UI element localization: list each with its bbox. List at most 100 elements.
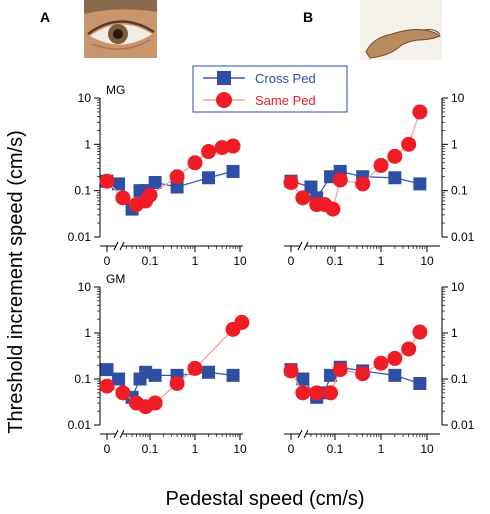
panel-4: 10 1 0.1 0.01 0 0.1 1 10: [283, 280, 475, 456]
cross-ped-point: [148, 368, 162, 382]
x-tick-label: 0: [104, 442, 111, 456]
cross-ped-point: [388, 171, 402, 185]
legend-cross-marker: [217, 71, 231, 85]
same-ped-point: [283, 175, 299, 191]
x-tick-label: 10: [233, 442, 247, 456]
same-ped-point: [412, 324, 428, 340]
cross-ped-point: [226, 368, 240, 382]
x-tick-label: 10: [420, 442, 434, 456]
panel-letter-b: B: [303, 9, 313, 25]
x-axis-break: [297, 429, 303, 439]
same-ped-point: [355, 366, 371, 382]
same-ped-point: [412, 104, 428, 120]
x-axis-break: [113, 241, 119, 251]
cross-ped-point: [413, 376, 427, 390]
x-axis-break: [297, 241, 303, 251]
same-ped-point: [187, 155, 203, 171]
same-ped-point: [169, 375, 185, 391]
panel-2: 10 1 0.1 0.01 0 0.1 1 10: [283, 91, 475, 268]
same-ped-point: [401, 341, 417, 357]
y-tick-label: 1: [451, 326, 458, 340]
same-ped-point: [214, 140, 230, 156]
same-ped-point: [401, 136, 417, 152]
x-tick-label: 10: [233, 254, 247, 268]
same-ped-point: [225, 138, 241, 154]
same-ped-point: [323, 385, 339, 401]
same-ped-point: [355, 176, 371, 192]
same-ped-point: [295, 190, 311, 206]
x-tick-label: 10: [420, 254, 434, 268]
x-tick-label: 1: [378, 254, 385, 268]
y-tick-label: 10: [78, 91, 92, 105]
same-ped-point: [147, 395, 163, 411]
panel-letter-a: A: [40, 9, 50, 25]
x-axis-title: Pedestal speed (cm/s): [166, 488, 365, 510]
x-tick-label: 1: [192, 254, 199, 268]
x-tick-label: 0: [288, 442, 295, 456]
cross-ped-point: [112, 177, 126, 191]
subject-label: GM: [106, 272, 125, 286]
y-tick-label: 0.1: [74, 184, 91, 198]
x-axis-break: [113, 429, 119, 439]
x-tick-label: 0: [288, 254, 295, 268]
x-tick-label: 0.1: [327, 254, 344, 268]
legend: Cross Ped Same Ped: [192, 65, 348, 113]
cross-ped-point: [296, 372, 310, 386]
legend-cross-label: Cross Ped: [255, 71, 316, 86]
same-ped-point: [325, 201, 341, 217]
x-tick-label: 1: [378, 442, 385, 456]
cross-ped-point: [202, 171, 216, 185]
x-tick-label: 1: [192, 442, 199, 456]
cross-ped-point: [413, 177, 427, 191]
same-ped-point: [142, 187, 158, 203]
y-tick-label: 0.1: [451, 184, 468, 198]
y-tick-label: 10: [451, 280, 465, 294]
legend-same-marker: [216, 92, 232, 108]
cross-ped-point: [304, 180, 318, 194]
cross-ped-point: [388, 368, 402, 382]
same-ped-point: [283, 363, 299, 379]
y-tick-label: 1: [451, 137, 458, 151]
same-ped-point: [234, 314, 250, 330]
same-ped-point: [99, 378, 115, 394]
y-tick-label: 0.01: [451, 418, 475, 432]
cross-ped-point: [226, 164, 240, 178]
hand-icon: [360, 0, 442, 60]
same-ped-point: [99, 173, 115, 189]
same-ped-point: [387, 350, 403, 366]
y-tick-label: 1: [84, 137, 91, 151]
cross-ped-point: [148, 176, 162, 190]
x-tick-label: 0.1: [142, 442, 159, 456]
x-axis-break: [119, 241, 125, 251]
cross-ped-point: [100, 363, 114, 377]
x-tick-label: 0.1: [327, 442, 344, 456]
y-tick-label: 0.01: [68, 230, 92, 244]
cross-ped-point: [170, 180, 184, 194]
legend-same-label: Same Ped: [255, 93, 316, 108]
y-tick-label: 0.1: [74, 372, 91, 386]
y-tick-label: 0.01: [68, 418, 92, 432]
same-ped-point: [295, 385, 311, 401]
y-tick-label: 10: [451, 91, 465, 105]
eye-icon: [84, 0, 157, 58]
y-tick-label: 0.1: [451, 372, 468, 386]
same-ped-point: [115, 190, 131, 206]
same-ped-point: [373, 355, 389, 371]
same-ped-point: [115, 385, 131, 401]
x-axis-break: [303, 241, 309, 251]
same-ped-point: [332, 362, 348, 378]
subject-label: MG: [106, 83, 125, 97]
x-axis-break: [303, 429, 309, 439]
same-ped-point: [169, 169, 185, 185]
same-ped-point: [332, 172, 348, 188]
same-ped-point: [201, 144, 217, 160]
y-tick-label: 0.01: [451, 230, 475, 244]
cross-ped-point: [202, 365, 216, 379]
same-ped-point: [187, 360, 203, 376]
y-tick-label: 10: [78, 280, 92, 294]
cross-ped-point: [112, 372, 126, 386]
same-ped-point: [309, 385, 325, 401]
x-tick-label: 0.1: [142, 254, 159, 268]
y-tick-label: 1: [84, 326, 91, 340]
